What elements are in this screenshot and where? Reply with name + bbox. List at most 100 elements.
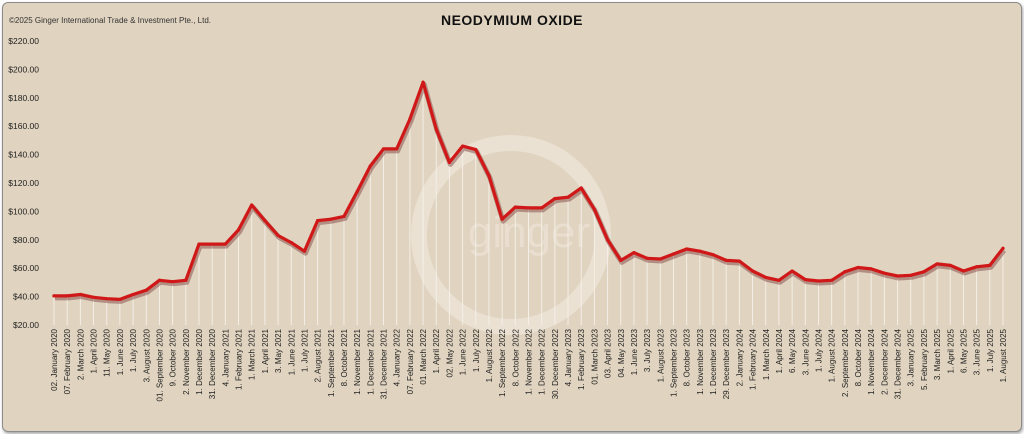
x-tick-label: 8. October 2022 — [511, 328, 520, 386]
data-point — [540, 206, 544, 210]
data-point — [236, 228, 241, 232]
data-point — [790, 269, 794, 273]
x-tick-label: 2. March 2020 — [76, 328, 85, 380]
x-tick-label: 1. December 2020 — [195, 328, 204, 394]
x-tick-label: 4. January 2021 — [221, 328, 230, 386]
x-tick-label: 3. May 2021 — [274, 328, 283, 373]
data-point — [157, 278, 162, 282]
data-point — [302, 249, 307, 253]
data-point — [698, 249, 702, 253]
data-point — [619, 258, 623, 262]
x-tick-label: 1. April 2020 — [90, 328, 99, 373]
data-point — [605, 238, 610, 242]
data-point — [197, 242, 201, 246]
data-point — [223, 242, 227, 246]
data-point — [513, 205, 517, 209]
x-tick-label: 07. February 2022 — [406, 328, 415, 394]
x-tick-label: 3. January 2025 — [907, 328, 916, 386]
x-tick-label: 4. January 2022 — [393, 328, 402, 386]
y-tick-label: $120.00 — [8, 178, 39, 188]
data-point — [737, 259, 741, 263]
x-tick-label: 01. September 2020 — [155, 328, 164, 401]
x-tick-label: 1. December 2023 — [709, 328, 718, 394]
x-tick-label: 01. March 2022 — [419, 328, 428, 384]
x-tick-label: 1. July 2021 — [300, 328, 309, 372]
y-tick-label: $80.00 — [13, 235, 39, 245]
x-tick-label: 3. July 2023 — [643, 328, 652, 372]
x-tick-label: 9. October 2020 — [169, 328, 178, 386]
x-tick-label: 1. December 2022 — [538, 328, 547, 394]
data-point — [830, 278, 834, 282]
x-tick-label: 1. February 2023 — [577, 328, 586, 389]
y-tick-label: $220.00 — [8, 36, 39, 46]
ginger-watermark-logo: ginger — [411, 135, 611, 335]
data-point — [144, 288, 148, 292]
x-tick-label: 04. May 2023 — [617, 328, 626, 377]
y-tick-label: $100.00 — [8, 206, 39, 216]
y-tick-label: $160.00 — [8, 121, 39, 131]
y-axis: $20.00 $40.00 $60.00 $80.00 $100.00 $120.00 $1… — [8, 36, 39, 330]
data-point — [421, 80, 425, 84]
data-point — [566, 195, 570, 199]
x-tick-label: 8. October 2023 — [683, 328, 692, 386]
data-point — [460, 144, 465, 148]
data-point — [487, 174, 491, 178]
data-point — [526, 206, 531, 210]
data-point — [368, 164, 372, 168]
x-tick-label: 1. June 2022 — [459, 328, 468, 375]
x-tick-label: 3. June 2025 — [973, 328, 982, 375]
data-point — [961, 269, 966, 273]
x-tick-label: 8. October 2024 — [854, 328, 863, 386]
y-tick-label: $60.00 — [13, 263, 39, 273]
x-tick-label: 1. November 2024 — [867, 328, 876, 394]
data-point — [724, 258, 728, 262]
line-chart: ginger $20.00 $40.00 $60.00 $80.00 $100.00 $1… — [8, 36, 1008, 402]
data-point — [579, 186, 583, 190]
data-point — [263, 219, 267, 223]
data-point — [65, 294, 69, 298]
data-point — [210, 242, 214, 246]
x-tick-label: 03. April 2023 — [604, 328, 613, 377]
x-tick-label: 1. November 2023 — [696, 328, 705, 394]
data-point — [381, 147, 386, 151]
data-point — [869, 267, 873, 271]
data-point — [500, 217, 504, 221]
x-axis: 02. January 2020 07. February 2020 2. Marc… — [50, 328, 1008, 401]
data-point — [434, 127, 438, 131]
data-point — [184, 278, 188, 282]
x-tick-label: 2. September 2024 — [841, 328, 850, 397]
x-tick-label: 8. October 2021 — [340, 328, 349, 386]
data-point — [250, 203, 254, 207]
x-tick-label: 07. February 2020 — [63, 328, 72, 394]
x-tick-label: 2. November 2020 — [182, 328, 191, 394]
data-point — [118, 297, 122, 302]
x-tick-label: 1. September 2023 — [669, 328, 678, 397]
x-tick-label: 30. December 2022 — [551, 328, 560, 399]
x-tick-label: 1. April 2021 — [261, 328, 270, 373]
data-point — [803, 277, 807, 282]
data-point — [922, 270, 926, 274]
x-tick-label: 1. July 2022 — [472, 328, 481, 372]
data-point — [948, 263, 952, 267]
data-point — [342, 214, 346, 218]
x-tick-label: 1. March 2021 — [248, 328, 257, 380]
x-tick-label: 1. February 2021 — [235, 328, 244, 389]
x-tick-label: 1. September 2021 — [327, 328, 336, 397]
data-point — [909, 273, 913, 277]
x-tick-label: 31. December 2021 — [380, 328, 389, 399]
x-tick-label: 4. January 2023 — [564, 328, 573, 386]
data-point — [355, 189, 359, 194]
x-tick-label: 1. November 2022 — [525, 328, 534, 394]
x-tick-label: 1. August 2024 — [828, 328, 837, 382]
data-point — [764, 275, 768, 280]
x-tick-label: 6. May 2025 — [959, 328, 968, 373]
x-tick-label: 02. January 2020 — [50, 328, 59, 390]
x-tick-label: 31. December 2024 — [894, 328, 903, 399]
x-tick-label: 1. June 2021 — [287, 328, 296, 375]
data-point — [935, 262, 939, 266]
data-point — [91, 295, 96, 299]
data-point — [658, 257, 662, 261]
data-point — [289, 241, 293, 245]
data-point — [105, 297, 109, 301]
data-point — [843, 270, 847, 274]
